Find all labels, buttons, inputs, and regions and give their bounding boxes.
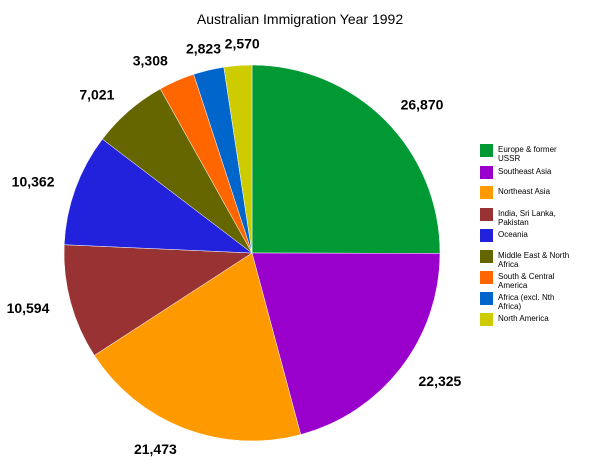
legend-label-4: India, Sri Lanka, Pakistan (498, 209, 556, 227)
value-label-8: 2,823 (186, 41, 221, 57)
value-label-3: 21,473 (134, 441, 177, 457)
value-label-9: 2,570 (225, 36, 260, 52)
legend-swatch-4 (480, 208, 493, 221)
pie-slice-2 (251, 252, 441, 435)
legend-swatch-3 (480, 186, 493, 199)
legend-label-8: Africa (excl. Nth Africa) (498, 293, 554, 311)
legend-label-5: Oceania (498, 230, 528, 239)
legend-swatch-1 (480, 144, 493, 157)
legend-swatch-7 (480, 271, 493, 284)
pie-slice-4 (63, 244, 253, 356)
legend-swatch-2 (480, 166, 493, 179)
legend-swatch-5 (480, 229, 493, 242)
legend-label-6: Middle East & North Africa (498, 251, 569, 269)
value-label-2: 22,325 (419, 373, 462, 389)
legend-label-7: South & Central America (498, 272, 555, 290)
legend-swatch-9 (480, 313, 493, 326)
value-label-4: 10,594 (7, 300, 50, 316)
legend-label-9: North America (498, 314, 549, 323)
pie-slice-5 (63, 138, 253, 254)
pie-slice-3 (93, 252, 302, 442)
pie-slice-9 (223, 64, 253, 254)
legend-label-2: Southeast Asia (498, 167, 552, 176)
legend-label-3: Northeast Asia (498, 187, 551, 196)
value-label-6: 7,021 (79, 86, 114, 102)
value-label-1: 26,870 (401, 97, 444, 113)
chart-title: Australian Immigration Year 1992 (197, 11, 403, 27)
legend-swatch-6 (480, 250, 493, 263)
value-label-5: 10,362 (12, 174, 55, 190)
legend-label-1: Europe & former USSR (498, 145, 557, 163)
pie-slice-1 (251, 64, 441, 254)
pie-slices (63, 64, 441, 442)
legend-swatch-8 (480, 292, 493, 305)
pie-value-labels: 26,870 22,325 21,473 10,594 10,362 7,021 3,308… (7, 36, 462, 458)
legend: Europe & former USSR Southeast Asia Northea… (480, 144, 569, 326)
value-label-7: 3,308 (133, 53, 168, 69)
